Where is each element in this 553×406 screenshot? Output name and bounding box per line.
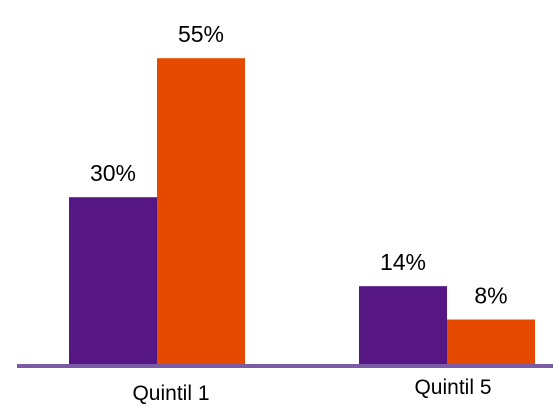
bar-quintil-1-series-1 xyxy=(69,197,157,364)
bar-quintil-5-series-2 xyxy=(447,319,535,364)
value-labels-group: 30% 55% 14% 8% xyxy=(90,21,508,308)
category-label: Quintil 5 xyxy=(414,376,491,399)
value-label: 55% xyxy=(178,21,224,47)
category-labels-group: Quintil 1 Quintil 5 xyxy=(132,376,491,405)
bar-quintil-1-series-2 xyxy=(157,58,245,364)
bar-quintil-5-series-1 xyxy=(359,286,447,364)
value-label: 8% xyxy=(474,283,507,309)
bars-group xyxy=(69,58,535,364)
category-label: Quintil 1 xyxy=(132,382,209,405)
value-label: 30% xyxy=(90,160,136,186)
value-label: 14% xyxy=(380,249,426,275)
